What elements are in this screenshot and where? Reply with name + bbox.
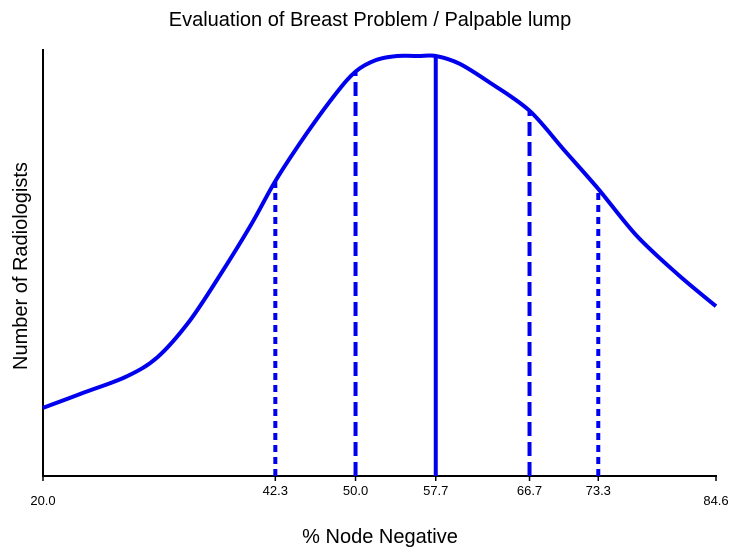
x-tick-label: 84.6 [703, 493, 728, 508]
x-tick-label: 50.0 [343, 483, 368, 498]
y-axis-label: Number of Radiologists [10, 162, 32, 370]
x-tick-label: 66.7 [517, 483, 542, 498]
x-tick-label: 73.3 [586, 483, 611, 498]
series-line-1 [42, 53, 718, 410]
chart-title: Evaluation of Breast Problem / Palpable … [169, 9, 571, 31]
x-tick-label: 42.3 [263, 483, 288, 498]
x-tick-label: 57.7 [423, 483, 448, 498]
series-group [42, 53, 718, 410]
x-ticks: 20.0 42.3 50.0 57.7 66.7 73.3 84.6 [30, 476, 729, 508]
x-tick-label: 20.0 [30, 493, 55, 508]
x-axis-label: % Node Negative [302, 526, 458, 548]
reference-lines [273, 56, 601, 476]
